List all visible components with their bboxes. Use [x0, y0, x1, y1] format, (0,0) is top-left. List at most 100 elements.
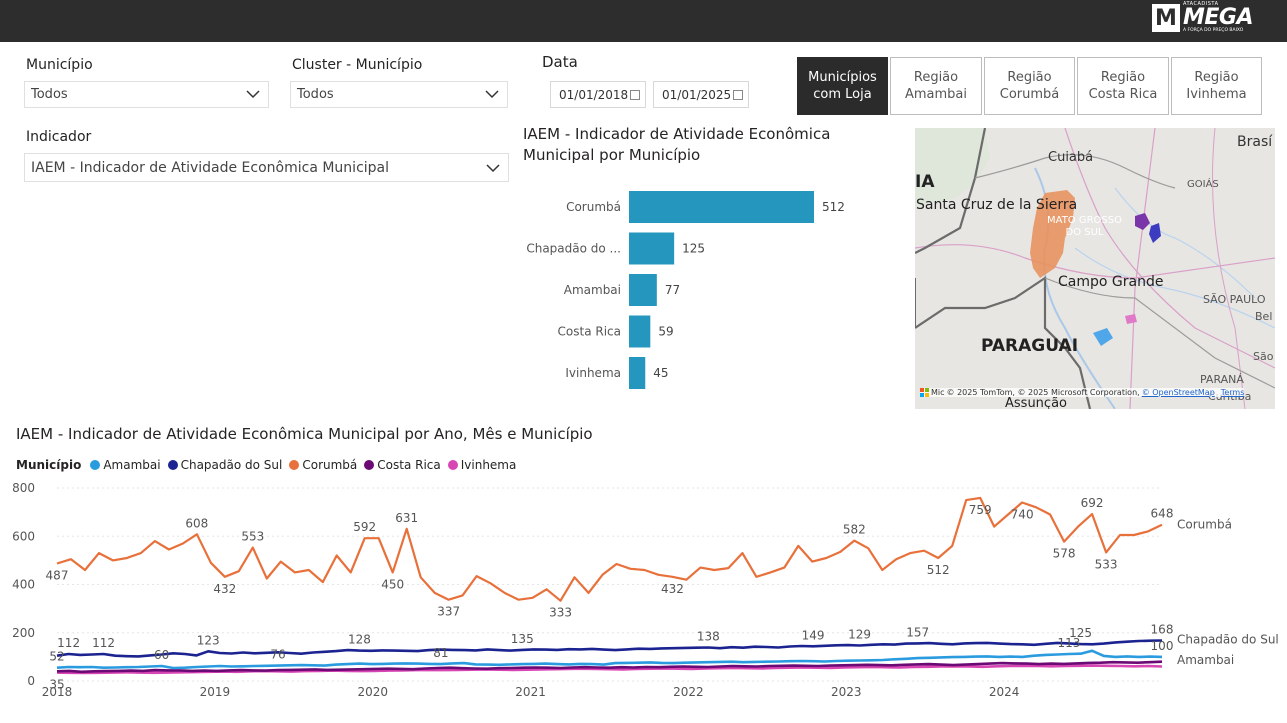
- tab-regiao-corumba[interactable]: Região Corumbá: [984, 57, 1075, 115]
- y-tick-label: 400: [12, 578, 35, 592]
- tab-regiao-amambai[interactable]: Região Amambai: [890, 57, 982, 115]
- bar-value-label: 59: [658, 325, 673, 339]
- legend-item-corumba[interactable]: Corumbá: [289, 458, 357, 472]
- calendar-icon[interactable]: [733, 90, 743, 100]
- data-label: 553: [241, 530, 264, 544]
- cluster-dropdown[interactable]: Todos: [290, 81, 508, 108]
- bar[interactable]: [629, 232, 675, 265]
- chevron-down-icon: [246, 90, 260, 99]
- tab-label-line2: Corumbá: [999, 87, 1060, 102]
- data-label: 592: [353, 520, 376, 534]
- data-label: 128: [348, 633, 371, 647]
- end-date-value: 01/01/2025: [662, 87, 732, 102]
- data-label: 578: [1053, 547, 1076, 561]
- brand-logo: M ATACADISTA MEGA A FORÇA DO PREÇO BAIXO: [1151, 1, 1254, 33]
- tab-label-line1: Região: [1007, 70, 1052, 85]
- data-label: 52: [49, 650, 64, 664]
- data-label: 432: [661, 582, 684, 596]
- series-line-ivinhema[interactable]: [56, 664, 1163, 675]
- series-end-label: Amambai: [1177, 653, 1234, 667]
- x-tick-label: 2023: [831, 685, 862, 699]
- data-label: 533: [1095, 557, 1118, 571]
- tab-label-line1: Região: [1194, 70, 1239, 85]
- bar[interactable]: [629, 315, 651, 348]
- tab-label-line1: Região: [913, 70, 959, 85]
- chevron-down-icon: [486, 164, 500, 173]
- data-label: 631: [395, 511, 418, 525]
- logo-name: MEGA: [1182, 5, 1254, 31]
- legend-item-costa-rica[interactable]: Costa Rica: [364, 458, 441, 472]
- line-chart-title: IAEM - Indicador de Atividade Econômica …: [16, 425, 593, 443]
- bar-chart-title-line2: Municipal por Município: [523, 146, 701, 164]
- bar-category-label: Chapadão do ...: [526, 242, 621, 256]
- data-label: 450: [381, 577, 404, 591]
- municipio-dropdown[interactable]: Todos: [24, 81, 269, 108]
- series-line-costa-rica[interactable]: [56, 660, 1163, 674]
- map-label-ms: MATO GROSSO DO SUL: [1047, 215, 1122, 239]
- line-chart-legend: Município Amambai Chapadão do Sul Corumb…: [16, 458, 520, 472]
- indicador-dropdown[interactable]: IAEM - Indicador de Atividade Econômica …: [24, 153, 509, 182]
- series-end-label: Chapadão do Sul: [1177, 633, 1279, 647]
- series-end-label: Corumbá: [1177, 518, 1232, 532]
- legend-title: Município: [16, 458, 82, 472]
- openstreetmap-link[interactable]: © OpenStreetMap: [1141, 388, 1215, 397]
- x-tick-label: 2022: [673, 685, 704, 699]
- map-ms-logo-text: Mic: [931, 388, 945, 397]
- data-label: 123: [197, 633, 220, 647]
- bar[interactable]: [629, 274, 657, 306]
- calendar-icon[interactable]: [630, 90, 640, 100]
- data-label: 740: [1011, 507, 1034, 521]
- terms-link[interactable]: Terms: [1220, 388, 1245, 397]
- data-label: 112: [57, 636, 80, 650]
- bar-value-label: 125: [682, 242, 705, 256]
- x-tick-label: 2020: [357, 685, 388, 699]
- tab-regiao-costa-rica[interactable]: Região Costa Rica: [1077, 57, 1169, 115]
- bar[interactable]: [629, 357, 646, 389]
- bar-chart-title-line1: IAEM - Indicador de Atividade Econômica: [523, 125, 831, 143]
- data-label: 582: [843, 523, 866, 537]
- data-label: 100: [1151, 639, 1174, 653]
- series-line-chapad-o-do-sul[interactable]: [56, 639, 1163, 658]
- data-label: 759: [969, 503, 992, 517]
- x-tick-label: 2024: [989, 685, 1020, 699]
- tab-label-line2: com Loja: [813, 87, 872, 102]
- start-date-value: 01/01/2018: [559, 87, 629, 102]
- legend-item-amambai[interactable]: Amambai: [90, 458, 161, 472]
- map-label-goias: GOIÁS: [1187, 179, 1219, 190]
- data-label: 125: [1069, 626, 1092, 640]
- map-label-campo-grande: Campo Grande: [1058, 274, 1164, 290]
- map-visual[interactable]: Cuiabá Brasí IA Santa Cruz de la Sierra …: [915, 128, 1275, 409]
- data-label: 60: [154, 648, 169, 662]
- map-attribution: Mic © 2025 TomTom, © 2025 Microsoft Corp…: [920, 388, 1245, 397]
- start-date-input[interactable]: 01/01/2018: [550, 81, 646, 108]
- map-label-ia: IA: [915, 172, 935, 192]
- map-label-paraguai: PARAGUAI: [981, 336, 1079, 356]
- municipio-value: Todos: [31, 87, 68, 102]
- tab-label-line1: Região: [1100, 70, 1146, 85]
- tab-label-line2: Costa Rica: [1088, 87, 1158, 102]
- data-label: 112: [92, 636, 115, 650]
- tab-regiao-ivinhema[interactable]: Região Ivinhema: [1171, 57, 1262, 115]
- legend-item-ivinhema[interactable]: Ivinhema: [447, 458, 516, 472]
- bar-chart-title: IAEM - Indicador de Atividade Econômica …: [523, 124, 830, 166]
- map-label-cuiaba: Cuiabá: [1048, 150, 1094, 165]
- map-label-santa-cruz: Santa Cruz de la Sierra: [916, 197, 1078, 213]
- legend-item-chapadao[interactable]: Chapadão do Sul: [167, 458, 282, 472]
- x-tick-label: 2019: [200, 685, 231, 699]
- indicador-value: IAEM - Indicador de Atividade Econômica …: [31, 159, 390, 176]
- tab-municipios-com-loja[interactable]: Municípios com Loja: [797, 57, 888, 115]
- map-label-bel: Bel: [1255, 310, 1273, 323]
- map-label-sao-paulo: SÃO PAULO: [1203, 293, 1266, 306]
- end-date-input[interactable]: 01/01/2025: [653, 81, 749, 108]
- data-label: 135: [511, 632, 534, 646]
- bar-category-label: Costa Rica: [558, 325, 621, 339]
- series-line-corumb-[interactable]: [56, 496, 1163, 602]
- logo-small-text: ATACADISTA: [1182, 1, 1219, 8]
- bar[interactable]: [629, 191, 814, 223]
- map-label-ms-line2: DO SUL: [1065, 227, 1104, 238]
- header-bar: M ATACADISTA MEGA A FORÇA DO PREÇO BAIXO: [0, 0, 1287, 42]
- data-label: 138: [697, 629, 720, 643]
- series-line-amambai[interactable]: [56, 649, 1163, 670]
- bar-value-label: 77: [665, 283, 680, 297]
- tab-label-line2: Ivinhema: [1186, 87, 1247, 102]
